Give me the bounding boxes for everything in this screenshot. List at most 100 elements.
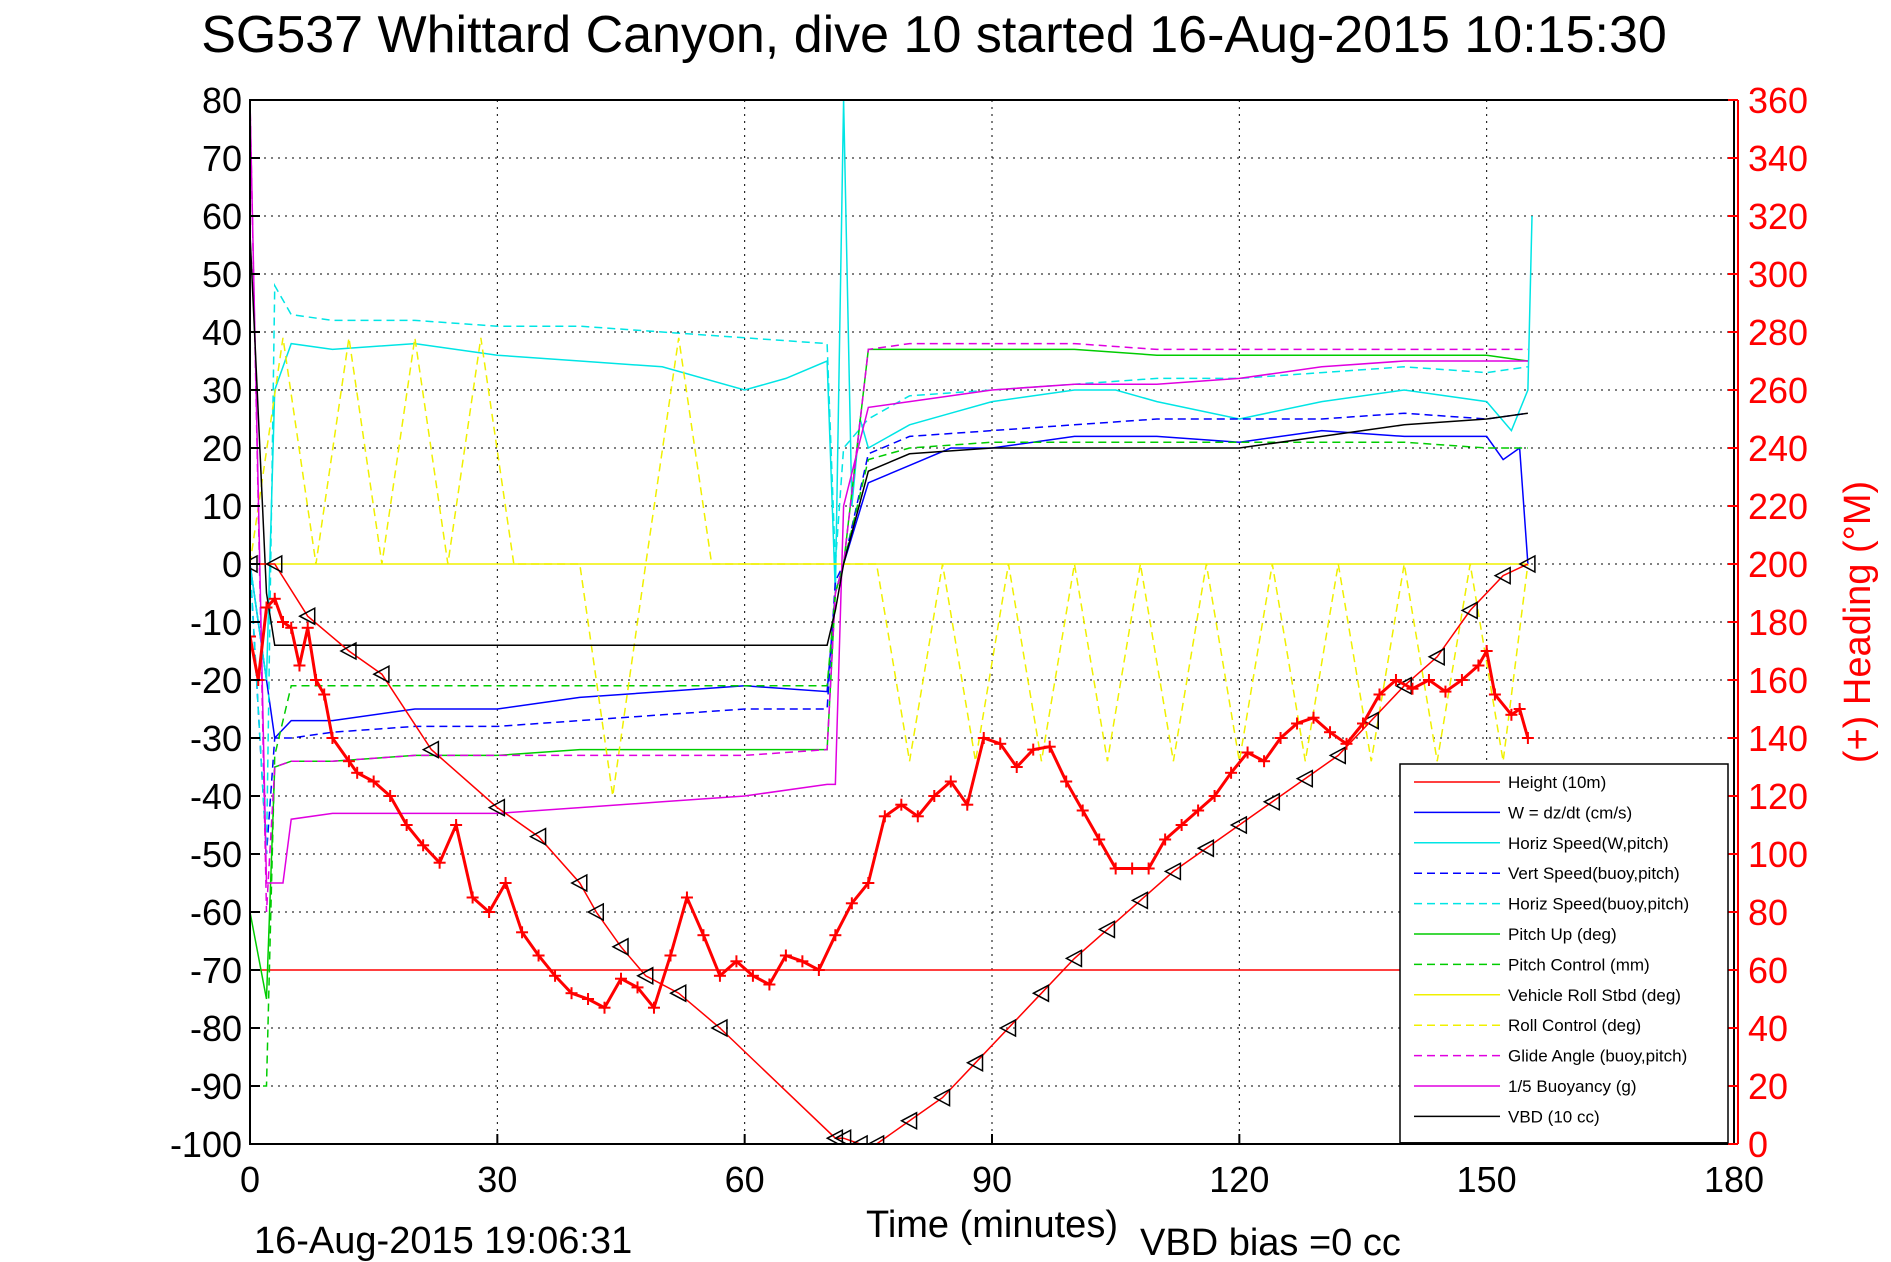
y2-tick-label: 180 bbox=[1748, 602, 1808, 643]
depth-marker bbox=[669, 983, 687, 1003]
y2-axis-ticks: 3603403203002802602402202001801601401201… bbox=[1728, 80, 1808, 1165]
x-axis-label: Time (minutes) bbox=[866, 1204, 1118, 1246]
y2-tick-label: 100 bbox=[1748, 834, 1808, 875]
heading-line bbox=[250, 595, 1530, 1011]
legend-label: Vert Speed(buoy,pitch) bbox=[1508, 864, 1680, 883]
depth-marker bbox=[1031, 983, 1050, 1003]
y-tick-label: 80 bbox=[202, 80, 242, 121]
legend: Height (10m) W = dz/dt (cm/s) Horiz Speed(… bbox=[1399, 763, 1729, 1144]
depth-marker bbox=[998, 1018, 1017, 1038]
series-line-horiz-speed-buoy-pitch bbox=[250, 282, 1528, 855]
y-tick-label: 60 bbox=[202, 196, 242, 237]
legend-label: W = dz/dt (cm/s) bbox=[1508, 803, 1632, 822]
y-tick-label: -90 bbox=[190, 1066, 242, 1107]
depth-marker bbox=[965, 1053, 984, 1073]
y-tick-label: 20 bbox=[202, 428, 242, 469]
depth-marker bbox=[1295, 769, 1314, 788]
depth-marker bbox=[1394, 676, 1412, 696]
legend-label: 1/5 Buoyancy (g) bbox=[1508, 1077, 1637, 1096]
legend-label: Roll Control (deg) bbox=[1508, 1016, 1641, 1035]
series-line-pitch-up-deg bbox=[250, 348, 1528, 1000]
y2-tick-label: 80 bbox=[1748, 892, 1788, 933]
y-tick-label: -40 bbox=[190, 776, 242, 817]
legend-label: Height (10m) bbox=[1508, 773, 1606, 792]
y2-tick-label: 320 bbox=[1748, 196, 1808, 237]
depth-marker bbox=[372, 664, 390, 684]
depth-marker bbox=[932, 1088, 951, 1107]
depth-marker bbox=[1196, 838, 1215, 858]
legend-label: Pitch Control (mm) bbox=[1508, 955, 1650, 974]
y2-tick-label: 360 bbox=[1748, 80, 1808, 121]
depth-marker bbox=[866, 1134, 885, 1144]
x-tick-label: 120 bbox=[1209, 1159, 1269, 1200]
series-group bbox=[250, 100, 1536, 1144]
y-tick-label: -50 bbox=[190, 834, 242, 875]
x-axis-ticks: 0 30 60 90 120 150 180 bbox=[240, 1134, 1764, 1200]
y2-tick-label: 40 bbox=[1748, 1008, 1788, 1049]
depth-marker bbox=[1130, 891, 1149, 910]
series-line-roll-control-deg bbox=[250, 337, 1529, 797]
footer-timestamp: 16-Aug-2015 19:06:31 bbox=[254, 1220, 632, 1262]
depth-marker bbox=[611, 937, 629, 957]
depth-marker bbox=[586, 902, 605, 922]
depth-marker bbox=[1361, 711, 1379, 730]
y-tick-label: 40 bbox=[202, 312, 242, 353]
y-tick-label: 0 bbox=[222, 544, 242, 585]
y2-tick-label: 0 bbox=[1748, 1124, 1768, 1165]
y-tick-label: 10 bbox=[202, 486, 242, 527]
y2-tick-label: 340 bbox=[1748, 138, 1808, 179]
depth-marker bbox=[1427, 647, 1445, 667]
legend-label: Horiz Speed(buoy,pitch) bbox=[1508, 895, 1689, 914]
x-tick-label: 30 bbox=[477, 1159, 517, 1200]
legend-box bbox=[1399, 763, 1729, 1144]
y-tick-label: 50 bbox=[202, 254, 242, 295]
y-tick-label: -20 bbox=[190, 660, 242, 701]
heading-marker bbox=[250, 630, 256, 643]
depth-marker bbox=[1097, 920, 1116, 939]
y2-tick-label: 120 bbox=[1748, 776, 1808, 817]
depth-marker bbox=[1229, 815, 1248, 835]
y2-tick-label: 140 bbox=[1748, 718, 1808, 759]
depth-marker bbox=[298, 606, 316, 626]
depth-marker bbox=[834, 1128, 852, 1144]
y-tick-label: -70 bbox=[190, 950, 242, 991]
y2-axis-label: (+) Heading (°M) bbox=[1837, 481, 1879, 763]
depth-marker bbox=[265, 554, 283, 574]
x-tick-label: 180 bbox=[1704, 1159, 1764, 1200]
y2-tick-label: 260 bbox=[1748, 370, 1808, 411]
chart-title: SG537 Whittard Canyon, dive 10 started 1… bbox=[201, 6, 1667, 64]
series-line-pitch-control-mm bbox=[250, 441, 1528, 1087]
series-line-vbd-10-cc bbox=[250, 233, 1528, 646]
legend-label: Vehicle Roll Stbd (deg) bbox=[1508, 986, 1681, 1005]
x-tick-label: 0 bbox=[240, 1159, 260, 1200]
depth-marker bbox=[487, 798, 506, 817]
depth-marker bbox=[1262, 792, 1281, 812]
x-tick-label: 90 bbox=[972, 1159, 1012, 1200]
y2-tick-label: 240 bbox=[1748, 428, 1808, 469]
depth-marker bbox=[570, 873, 588, 893]
plot-area bbox=[250, 100, 1536, 1144]
series-line-w-dz-dt-cm-s bbox=[250, 429, 1529, 740]
y2-tick-label: 60 bbox=[1748, 950, 1788, 991]
depth-marker bbox=[850, 1134, 868, 1144]
y-tick-label: -80 bbox=[190, 1008, 242, 1049]
depth-marker bbox=[1518, 554, 1536, 574]
depth-marker bbox=[339, 641, 357, 661]
y2-tick-label: 220 bbox=[1748, 486, 1808, 527]
series-line-horiz-speed-w-pitch bbox=[250, 100, 1533, 681]
y2-tick-label: 280 bbox=[1748, 312, 1808, 353]
y-axis-ticks: 80 70 60 50 40 30 20 10 0 -10 -20 -30 -40 -50 -60 -70 -8… bbox=[170, 80, 260, 1165]
depth-marker bbox=[1328, 746, 1347, 765]
series-line-1-5-buoyancy-g bbox=[250, 100, 1528, 884]
y2-tick-label: 200 bbox=[1748, 544, 1808, 585]
y2-tick-label: 20 bbox=[1748, 1066, 1788, 1107]
depth-marker bbox=[1064, 949, 1083, 968]
x-tick-label: 150 bbox=[1457, 1159, 1517, 1200]
y2-tick-label: 300 bbox=[1748, 254, 1808, 295]
y-tick-label: 70 bbox=[202, 138, 242, 179]
depth-marker bbox=[1460, 601, 1478, 620]
series-line-glide-angle-buoy-pitch bbox=[250, 100, 1528, 913]
depth-marker bbox=[899, 1111, 918, 1131]
legend-label: Horiz Speed(W,pitch) bbox=[1508, 834, 1669, 853]
